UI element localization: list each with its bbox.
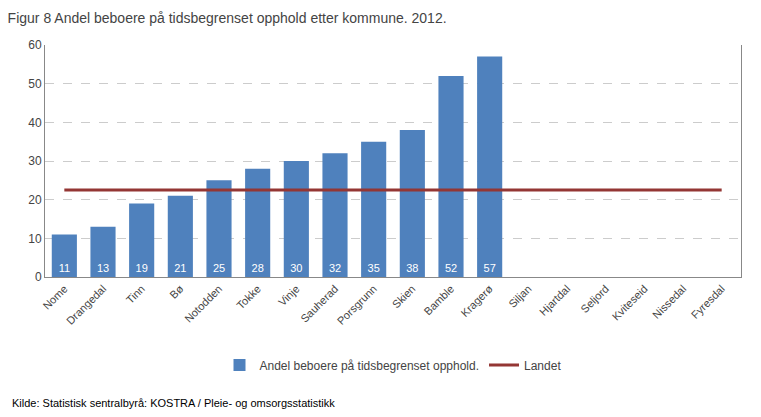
svg-text:25: 25 xyxy=(213,262,225,274)
svg-text:28: 28 xyxy=(252,262,264,274)
svg-text:10: 10 xyxy=(28,232,42,246)
svg-text:35: 35 xyxy=(368,262,380,274)
svg-text:Kviteseid: Kviteseid xyxy=(610,283,650,323)
svg-text:Drangedal: Drangedal xyxy=(64,283,108,327)
svg-text:50: 50 xyxy=(28,77,42,91)
svg-text:Nissedal: Nissedal xyxy=(650,283,688,321)
svg-text:Seljord: Seljord xyxy=(578,283,611,316)
svg-text:0: 0 xyxy=(35,270,42,284)
svg-text:Hjartdal: Hjartdal xyxy=(537,283,572,318)
svg-text:Vinje: Vinje xyxy=(276,283,302,309)
svg-text:Skien: Skien xyxy=(390,283,418,311)
svg-text:40: 40 xyxy=(28,116,42,130)
svg-text:Andel beboere på tidsbegrenset: Andel beboere på tidsbegrenset opphold. xyxy=(260,359,480,373)
svg-text:30: 30 xyxy=(28,154,42,168)
svg-text:20: 20 xyxy=(28,193,42,207)
svg-text:19: 19 xyxy=(136,262,148,274)
svg-text:38: 38 xyxy=(406,262,418,274)
svg-text:Nome: Nome xyxy=(40,283,69,312)
svg-text:52: 52 xyxy=(445,262,457,274)
svg-text:Kilde: Statistisk sentralbyrå:: Kilde: Statistisk sentralbyrå: KOSTRA / … xyxy=(12,397,335,409)
svg-text:Siljan: Siljan xyxy=(506,283,534,311)
svg-text:Porsgrunn: Porsgrunn xyxy=(335,283,379,327)
svg-text:Bamble: Bamble xyxy=(421,283,456,318)
svg-text:Fyresdal: Fyresdal xyxy=(689,283,727,321)
svg-text:11: 11 xyxy=(59,262,70,274)
svg-text:32: 32 xyxy=(329,262,341,274)
svg-text:Sauherad: Sauherad xyxy=(298,283,340,325)
svg-text:21: 21 xyxy=(174,262,186,274)
svg-text:Tokke: Tokke xyxy=(234,283,263,312)
svg-text:30: 30 xyxy=(290,262,302,274)
svg-text:Figur 8 Andel beboere på tidsb: Figur 8 Andel beboere på tidsbegrenset o… xyxy=(8,10,447,26)
svg-text:Tinn: Tinn xyxy=(124,283,147,306)
svg-text:57: 57 xyxy=(484,262,496,274)
svg-text:Notodden: Notodden xyxy=(182,283,224,325)
svg-text:Kragerø: Kragerø xyxy=(458,282,495,319)
svg-text:13: 13 xyxy=(97,262,109,274)
svg-text:Bø: Bø xyxy=(167,282,186,301)
svg-text:60: 60 xyxy=(28,38,42,52)
svg-text:Landet: Landet xyxy=(524,359,561,373)
